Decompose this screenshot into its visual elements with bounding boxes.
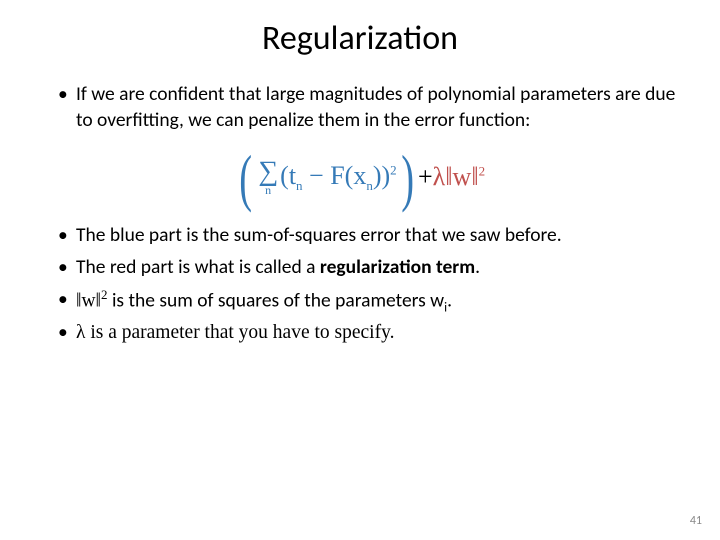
bullet-list-2: The blue part is the sum-of-squares erro… — [40, 222, 680, 347]
b4-norm: ‖w‖ — [76, 291, 101, 312]
squared-1: 2 — [390, 162, 397, 177]
bullet-list: If we are confident that large magnitude… — [40, 81, 680, 134]
bullet-5: λ is a parameter that you have to specif… — [58, 319, 680, 346]
slide-title: Regularization — [40, 18, 680, 59]
bullet-3: The red part is what is called a regular… — [58, 254, 680, 280]
formula-block: ( ∑ n (tn − F(xn))2 ) + λ‖w‖2 — [40, 152, 680, 204]
squared-2: 2 — [479, 164, 486, 179]
b4-end: . — [447, 289, 452, 313]
plus-sign: + — [418, 162, 433, 192]
sigma-symbol: ∑ — [258, 158, 278, 186]
sum-subscript: n — [265, 184, 271, 196]
b3-bold: regularization term — [320, 255, 475, 279]
b3-prefix: The red part is what is called a — [76, 255, 320, 279]
b3-suffix: . — [475, 255, 480, 279]
b4-rest: is the sum of squares of the parameters … — [108, 289, 445, 313]
reg-term: λ‖w‖2 — [433, 162, 485, 192]
summation: ∑ n — [258, 158, 278, 196]
tn-prefix: (t — [280, 161, 296, 190]
minus-fx: − F(x — [303, 161, 367, 190]
bullet-4: ‖w‖2 is the sum of squares of the parame… — [58, 286, 680, 317]
bullet-1: If we are confident that large magnitude… — [58, 81, 680, 134]
b5-text: λ is a parameter that you have to specif… — [76, 322, 394, 343]
right-paren: ) — [401, 152, 414, 203]
inner-expr: (tn − F(xn))2 — [280, 161, 397, 194]
inner-close: )) — [373, 161, 390, 190]
lambda-norm: λ‖w‖ — [433, 162, 479, 191]
page-number: 41 — [690, 514, 702, 528]
bullet-2: The blue part is the sum-of-squares erro… — [58, 222, 680, 248]
left-paren: ( — [239, 152, 252, 203]
